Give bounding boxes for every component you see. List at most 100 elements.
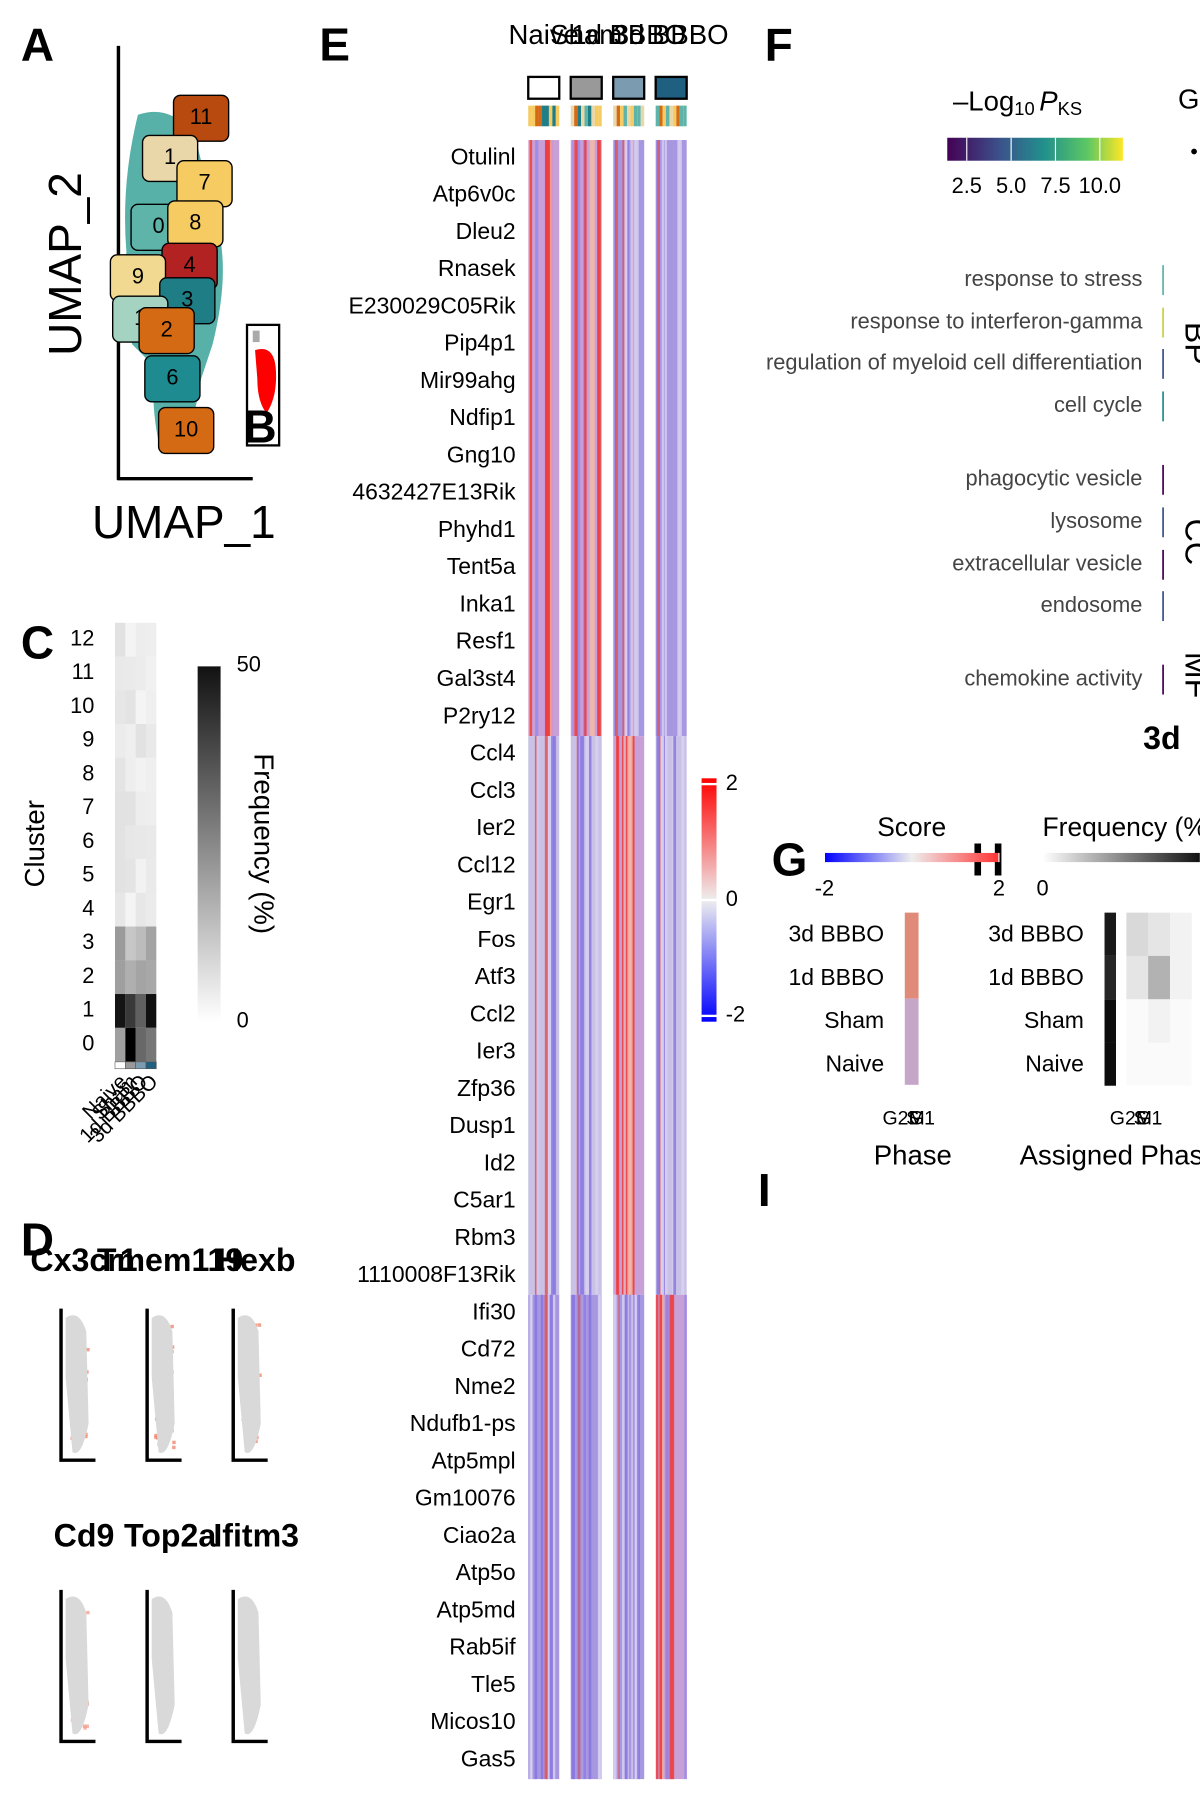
- panel-letter: C: [21, 616, 54, 668]
- cluster-swatch: [542, 105, 546, 127]
- y-tick-label: 7: [82, 794, 94, 819]
- y-tick-label: 8: [82, 760, 94, 785]
- go-term: response to interferon-gamma: [850, 308, 1143, 333]
- cluster-swatch: [535, 105, 539, 127]
- heat-stripe: [598, 1294, 602, 1780]
- y-tick-label: 4: [82, 895, 94, 920]
- feature-dot: [82, 1724, 87, 1728]
- heat-stripe: [553, 736, 557, 1295]
- gene-label: Atp5mpl: [431, 1447, 515, 1473]
- panel-letter: D: [21, 1213, 54, 1265]
- inset-cells: [255, 348, 277, 414]
- colorbar-tick-label: 0: [1036, 875, 1048, 900]
- phase-heat: [1169, 912, 1192, 956]
- gene-label: Egr1: [467, 889, 515, 915]
- heat-stripe: [622, 1294, 625, 1780]
- gene-label: Gal3st4: [437, 665, 516, 691]
- gene-label: Rnasek: [438, 255, 516, 281]
- heat-stripe: [613, 1294, 615, 1780]
- heat-stripe: [625, 140, 628, 737]
- gene-label: Micos10: [430, 1708, 515, 1734]
- gene-label: Cd72: [461, 1336, 516, 1362]
- condition-swatch: [125, 1061, 136, 1070]
- heat-cell: [125, 656, 136, 691]
- gene-label: Ciao2a: [443, 1522, 516, 1548]
- heat-stripe: [591, 140, 595, 737]
- group-swatch: [569, 75, 603, 100]
- heat-cell: [114, 960, 126, 995]
- x-axis-label: Assigned Phase: [1020, 1139, 1200, 1170]
- heat-stripe: [578, 1294, 581, 1780]
- axis-line: [59, 1589, 96, 1744]
- heat-cell: [114, 724, 126, 758]
- panel-letter: B: [244, 401, 277, 453]
- legend-title-part: –Log: [953, 86, 1014, 117]
- heat-stripe: [595, 736, 599, 1295]
- gene-label: Otulinl: [451, 143, 516, 169]
- feature-dot: [170, 1324, 174, 1329]
- go-term: extracellular vesicle: [952, 551, 1142, 576]
- cluster-swatch: [528, 105, 532, 127]
- heat-stripe: [664, 140, 667, 737]
- axis-line: [145, 1308, 182, 1462]
- heat-cell: [114, 892, 126, 927]
- group-swatch: [612, 75, 646, 100]
- condition-swatch: [145, 1061, 157, 1070]
- gene-label: E230029C05Rik: [349, 292, 517, 318]
- group-swatch: [527, 75, 561, 100]
- y-tick-label: 3: [82, 929, 94, 954]
- phase-heat: [1104, 955, 1117, 1000]
- go-term: chemokine activity: [964, 665, 1142, 690]
- heat-stripe: [581, 736, 585, 1295]
- feature-dot: [86, 1347, 90, 1352]
- heat-cell: [135, 994, 146, 1028]
- phase-heat: [1104, 1042, 1117, 1086]
- ontology-label: CC: [1179, 519, 1200, 565]
- cluster-label-box: [157, 406, 215, 455]
- colorbar-tick-label: 0: [237, 1007, 249, 1032]
- x-tick-label: G1: [1136, 1107, 1162, 1129]
- heat-cell: [114, 757, 126, 792]
- gene-label: Tent5a: [447, 553, 516, 579]
- heat-stripe: [625, 736, 628, 1295]
- heat-stripe: [613, 1294, 617, 1780]
- legend-title: Score: [877, 812, 946, 842]
- gene-label: Atp5o: [456, 1559, 516, 1585]
- row-label: 1d BBBO: [988, 964, 1084, 990]
- group-label: Sham: [550, 19, 622, 50]
- colorbar-title: Frequency (%): [249, 753, 280, 934]
- heat-cell: [125, 690, 136, 725]
- cluster-swatch: [548, 105, 553, 127]
- x-tick-label: G2M: [883, 1107, 925, 1129]
- cluster-label-box: [172, 94, 230, 142]
- heat-cell: [145, 960, 157, 995]
- phase-heat: [1126, 999, 1148, 1042]
- feature-dot: [172, 1440, 176, 1445]
- heat-stripe: [656, 736, 660, 1295]
- feature-cells: [65, 1315, 89, 1453]
- phase-heat: [1148, 1042, 1170, 1085]
- ontology-label: BP: [1179, 322, 1200, 365]
- colorbar: [197, 665, 221, 1022]
- heat-stripe: [657, 140, 660, 737]
- heat-stripe: [679, 140, 681, 737]
- heat-stripe: [547, 736, 551, 1295]
- colorbar: [824, 852, 999, 863]
- cluster-swatch: [570, 105, 575, 127]
- phase-heat: [1104, 912, 1117, 956]
- phase-heat: [1148, 999, 1170, 1043]
- heat-stripe: [668, 1294, 670, 1780]
- heat-cell: [145, 791, 157, 826]
- heat-stripe: [677, 140, 680, 737]
- heat-stripe: [546, 1294, 551, 1780]
- heat-stripe: [673, 736, 677, 1295]
- cluster-swatch: [538, 105, 543, 127]
- feature-cells: [237, 1596, 261, 1735]
- heat-stripe: [576, 736, 579, 1295]
- y-tick-label: 0: [82, 1030, 94, 1055]
- heat-cell: [145, 926, 157, 961]
- heat-stripe: [579, 736, 583, 1295]
- gene-label: Atf3: [475, 963, 516, 989]
- heat-stripe: [624, 736, 627, 1295]
- heat-stripe: [578, 140, 581, 737]
